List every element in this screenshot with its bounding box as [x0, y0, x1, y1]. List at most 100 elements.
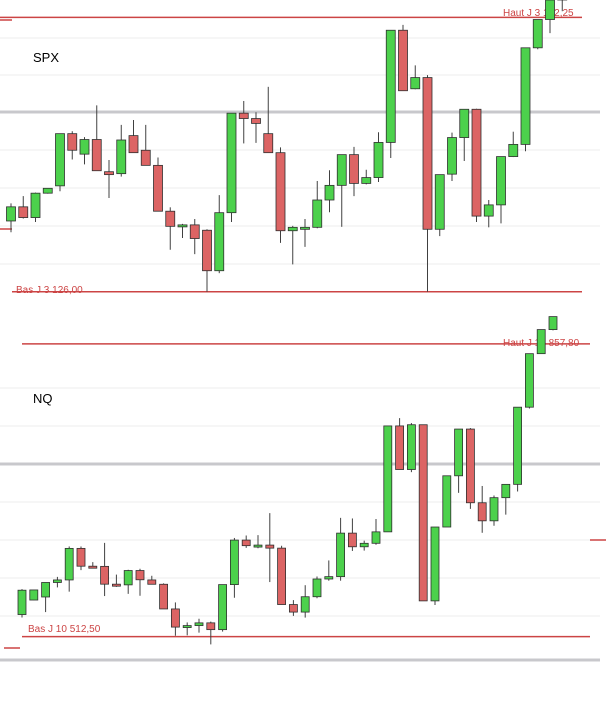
spx-candle	[140, 149, 151, 166]
nq-candle	[277, 547, 287, 605]
nq-candle	[430, 526, 440, 602]
nq-candle	[29, 589, 39, 601]
spx-candle	[336, 154, 347, 186]
spx-candle	[398, 29, 408, 92]
spx-candle	[55, 133, 65, 187]
nq-candle	[525, 353, 534, 408]
nq-candle	[324, 576, 334, 580]
spx-candle	[18, 206, 29, 218]
nq-candle	[442, 475, 452, 528]
nq-candle	[513, 406, 522, 485]
spx-candle	[324, 184, 335, 201]
spx-candle	[226, 112, 237, 214]
nq-candle	[501, 483, 511, 499]
spx-candle	[312, 199, 323, 228]
spx-candle	[67, 133, 78, 151]
spx-high-level-label: Haut J 3 182,25	[503, 8, 574, 19]
spx-candle	[128, 135, 139, 154]
spx-candle	[251, 118, 261, 124]
nq-candle	[100, 565, 109, 585]
nq-candle	[229, 539, 239, 586]
spx-candle	[447, 137, 457, 175]
nq-candle	[123, 570, 133, 586]
spx-candle	[214, 212, 225, 272]
spx-candle	[104, 171, 114, 176]
spx-candle	[459, 108, 470, 138]
spx-candle	[508, 143, 519, 157]
nq-candle	[489, 497, 499, 522]
nq-candles	[17, 316, 558, 645]
nq-candle	[359, 542, 369, 548]
nq-candle	[336, 532, 346, 578]
nq-candle	[265, 544, 275, 549]
nq-candle	[454, 428, 464, 477]
nq-candle	[312, 578, 322, 598]
nq-candle	[41, 582, 50, 598]
spx-candle	[263, 133, 274, 154]
nq-candle	[17, 589, 27, 615]
nq-candle	[347, 532, 357, 548]
spx-candle	[373, 142, 384, 178]
nq-symbol-label: NQ	[33, 391, 53, 406]
nq-panel: NQ Haut J 10 857,80 Bas J 10 512,50	[17, 316, 590, 645]
nq-candle	[88, 565, 98, 569]
spx-candle	[275, 152, 286, 232]
nq-candle	[147, 579, 157, 585]
spx-candles	[6, 0, 568, 292]
spx-candle	[91, 139, 102, 172]
nq-candle	[170, 608, 180, 628]
spx-panel: SPX Haut J 3 182,25 Bas J 3 126,00	[0, 0, 582, 296]
spx-candle	[349, 154, 359, 184]
spx-candle	[361, 177, 372, 184]
spx-candle	[300, 226, 310, 230]
spx-candle	[238, 112, 249, 119]
nq-candle	[418, 424, 428, 602]
spx-candle	[6, 206, 16, 222]
nq-candle	[395, 425, 405, 470]
spx-symbol-label: SPX	[33, 50, 59, 65]
spx-candle	[483, 204, 494, 217]
nq-candle	[64, 547, 74, 581]
nq-candle	[477, 502, 487, 522]
nq-candle	[406, 424, 416, 470]
nq-candle	[194, 622, 204, 626]
nq-candle	[548, 316, 558, 330]
spx-low-level-label: Bas J 3 126,00	[16, 285, 83, 296]
spx-candle	[177, 224, 188, 228]
nq-candle	[371, 531, 381, 544]
spx-candle	[79, 139, 90, 155]
spx-candle	[189, 224, 200, 239]
nq-low-level-label: Bas J 10 512,50	[28, 624, 101, 635]
nq-candle	[300, 596, 310, 613]
nq-candle	[112, 583, 121, 587]
spx-candle	[434, 174, 445, 230]
nq-candle	[182, 625, 192, 628]
spx-candle	[116, 139, 127, 175]
nq-candle	[76, 547, 86, 567]
nq-candle	[253, 544, 263, 548]
nq-candle	[383, 425, 393, 533]
spx-candle	[42, 187, 53, 194]
nq-candle	[288, 604, 298, 613]
spx-candle	[471, 108, 482, 217]
nq-candle	[53, 579, 62, 583]
nq-candle	[135, 570, 145, 581]
spx-candle	[287, 226, 298, 232]
spx-candle	[153, 164, 163, 212]
spx-candle	[496, 156, 506, 206]
spx-candle	[165, 210, 176, 227]
spx-candle	[30, 192, 41, 218]
nq-candle	[159, 583, 169, 610]
spx-candle	[545, 0, 555, 20]
nq-candle	[218, 584, 228, 631]
spx-candle	[410, 77, 421, 90]
spx-candle	[532, 19, 543, 49]
spx-candle	[422, 77, 433, 230]
nq-candle	[536, 329, 546, 355]
nq-candle	[241, 539, 251, 547]
spx-candle	[202, 229, 212, 272]
nq-candle	[206, 622, 216, 631]
spx-candle	[385, 29, 396, 143]
nq-candle	[465, 428, 475, 504]
